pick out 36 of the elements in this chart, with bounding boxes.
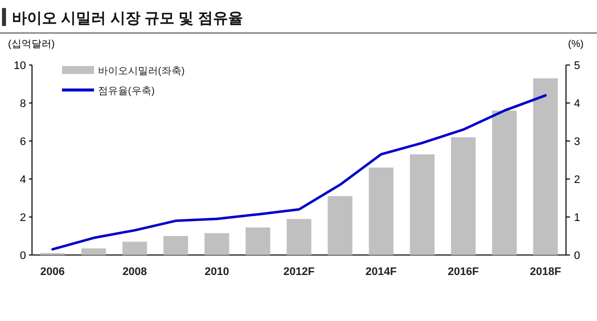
x-tick-label: 2018F [530, 266, 562, 278]
y-axis-title: (십억달러) [8, 39, 55, 50]
y2-axis-title: (%) [568, 39, 584, 50]
x-tick-label: 2014F [366, 266, 398, 278]
bar [286, 218, 312, 255]
y-tick-label: 10 [14, 60, 26, 72]
y2-tick-label: 1 [574, 212, 580, 224]
bar [328, 196, 352, 255]
legend-label: 점유율(우축) [98, 86, 155, 97]
y2-tick-label: 2 [574, 174, 580, 186]
y-tick-label: 0 [20, 250, 26, 262]
y-tick-label: 2 [20, 212, 26, 224]
x-tick-label: 2012F [283, 266, 315, 278]
y-tick-label: 6 [20, 136, 26, 148]
bar [410, 154, 435, 255]
bar [163, 236, 188, 255]
y2-tick-label: 3 [574, 136, 580, 148]
y-tick-label: 4 [20, 174, 26, 186]
y2-tick-label: 0 [574, 250, 580, 262]
x-tick-label: 2008 [122, 266, 147, 278]
bar [81, 248, 106, 255]
bar [122, 242, 148, 255]
bar [368, 168, 394, 255]
x-tick-label: 2006 [40, 266, 65, 278]
y2-tick-label: 5 [574, 60, 580, 72]
x-tick-label: 2016F [448, 266, 480, 278]
bar [533, 78, 558, 255]
bar [450, 137, 476, 255]
legend-label: 바이오시밀러(좌축) [98, 66, 185, 77]
y2-tick-label: 4 [574, 98, 580, 110]
bar [492, 110, 517, 255]
bar [246, 227, 270, 255]
y-tick-label: 8 [20, 98, 26, 110]
x-tick-label: 2010 [204, 266, 230, 278]
bar [204, 233, 230, 255]
chart-title: 바이오 시밀러 시장 규모 및 점유율 [12, 10, 243, 27]
